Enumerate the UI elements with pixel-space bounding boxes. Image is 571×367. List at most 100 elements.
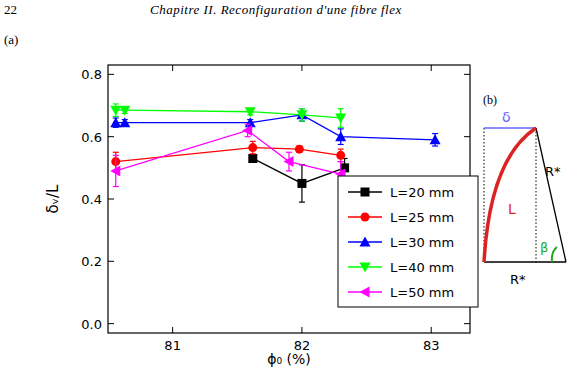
error-cap [299, 120, 305, 121]
x-tick [431, 65, 432, 71]
data-point [245, 107, 256, 117]
y-tick-label: 0.4 [81, 192, 102, 207]
x-tick [431, 327, 432, 333]
data-point [336, 151, 345, 160]
error-cap [299, 108, 305, 109]
legend-box [338, 176, 478, 307]
error-cap [113, 186, 119, 187]
data-point [119, 106, 130, 116]
legend-label: L=30 mm [390, 235, 454, 250]
guide-line [536, 128, 537, 262]
data-point [110, 117, 121, 127]
data-point [119, 117, 130, 127]
x-tick-label: 83 [423, 338, 440, 353]
legend-marker [361, 188, 370, 197]
y-tick-label: 0.6 [81, 130, 102, 145]
y-tick [108, 323, 114, 324]
error-cap [338, 108, 344, 109]
error-cap [338, 144, 344, 145]
y-tick-label: 0.2 [81, 254, 102, 269]
legend-label: L=25 mm [390, 210, 454, 225]
data-point [430, 134, 441, 144]
legend-label: L=20 mm [390, 185, 454, 200]
x-tick-label: 81 [164, 338, 181, 353]
y-tick [464, 74, 470, 75]
radius-line [536, 128, 566, 262]
series-line [116, 148, 341, 162]
error-cap [338, 161, 344, 162]
error-cap [338, 149, 344, 150]
error-cap [286, 170, 292, 171]
delta-line [484, 127, 536, 129]
legend-marker [360, 237, 371, 247]
data-point [335, 131, 346, 141]
error-cap [299, 108, 305, 109]
x-axis-label: ϕ₀ (%) [267, 351, 311, 367]
angle-arc [552, 247, 557, 262]
data-point [284, 156, 294, 167]
panel-label: (a) [4, 32, 18, 47]
error-cap [245, 136, 251, 137]
legend-label: L=40 mm [390, 260, 454, 275]
error-cap [113, 116, 119, 117]
x-tick [301, 327, 302, 333]
page-header: Chapitre II. Reconfiguration d'une fibre… [150, 2, 402, 17]
legend-label: L=50 mm [390, 285, 454, 300]
base-label: R* [510, 272, 526, 287]
data-point [242, 125, 252, 136]
data-point [110, 106, 121, 116]
error-cap [113, 103, 119, 104]
x-tick [172, 327, 173, 333]
data-point [335, 113, 346, 123]
legend-marker [361, 213, 370, 222]
error-cap [245, 124, 251, 125]
page: 22 Chapitre II. Reconfiguration d'une fib… [0, 0, 571, 367]
x-tick [172, 65, 173, 71]
plot-frame [108, 65, 470, 333]
y-tick [464, 136, 470, 137]
y-tick [108, 261, 114, 262]
y-tick [108, 74, 114, 75]
error-cap [250, 141, 256, 142]
legend-marker [360, 287, 370, 298]
legend: L=20 mm L=25 mm L=30 mm L=40 mm L=50 mm [338, 176, 478, 307]
data-point [110, 165, 120, 176]
error-cap [299, 202, 305, 203]
y-tick-label: 0.0 [81, 317, 102, 332]
legend-marker [360, 263, 371, 273]
data-point [297, 179, 306, 188]
data-point [248, 154, 257, 163]
y-tick [108, 199, 114, 200]
data-point [295, 145, 304, 154]
error-cap [338, 128, 344, 129]
x-tick [301, 65, 302, 71]
side-label: R* [545, 164, 561, 179]
error-cap [250, 153, 256, 154]
data-point [296, 110, 307, 120]
error-cap [299, 120, 305, 121]
error-cap [286, 152, 292, 153]
error-cap [338, 161, 344, 162]
delta-label: δ [502, 109, 511, 125]
y-tick [464, 323, 470, 324]
fiber-arc [484, 128, 536, 262]
diagram: (b) δ L R* R* β [483, 93, 566, 287]
error-cap [432, 133, 438, 134]
y-axis-label: δᵥ/L [44, 184, 62, 213]
series-line [116, 130, 341, 174]
error-cap [113, 152, 119, 153]
series-line [116, 110, 341, 118]
panel-label: (b) [483, 93, 497, 107]
base-line [484, 261, 566, 262]
y-tick [108, 136, 114, 137]
data-point [245, 117, 256, 127]
data-point [248, 143, 257, 152]
error-cap [338, 127, 344, 128]
arc-label: L [508, 201, 516, 217]
y-tick-label: 0.8 [81, 67, 102, 82]
error-cap [432, 145, 438, 146]
page-number: 22 [4, 2, 17, 17]
angle-label: β [540, 240, 548, 255]
series-line [116, 115, 435, 140]
error-cap [113, 155, 119, 156]
